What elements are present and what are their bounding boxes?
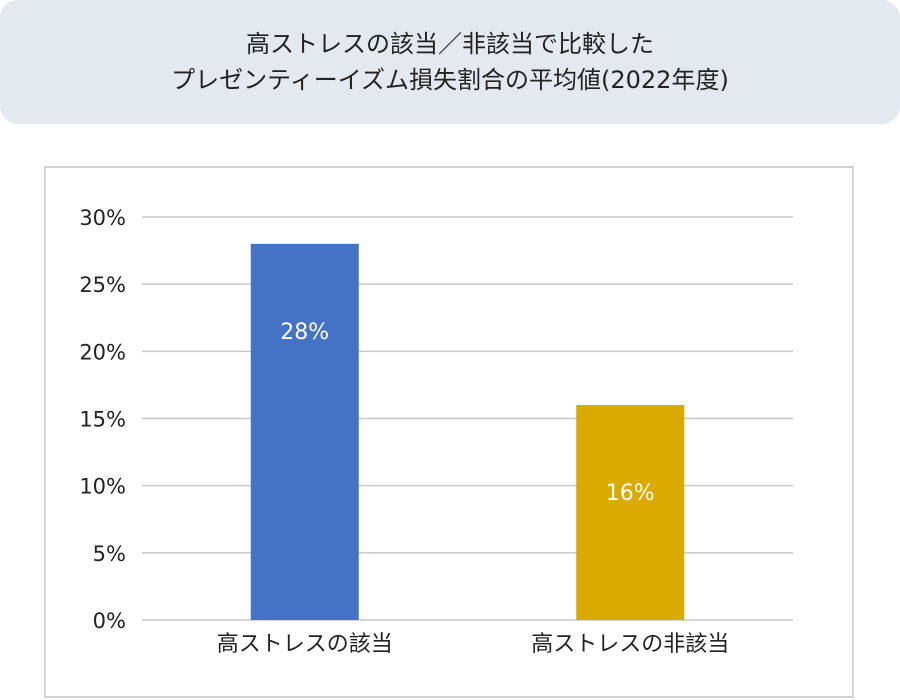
y-tick-label: 0% [93,609,126,633]
y-tick-label: 10% [79,475,126,499]
y-tick-label: 15% [79,408,126,432]
x-category-label: 高ストレスの該当 [217,632,393,657]
chart-title-line-1: 高ストレスの該当／非該当で比較した [246,30,654,58]
y-tick-label: 30% [79,206,126,230]
x-category-label: 高ストレスの非該当 [531,632,729,657]
chart-frame [44,166,854,698]
y-tick-label: 20% [79,340,126,364]
chart-title-box: 高ストレスの該当／非該当で比較した プレゼンティーイズム損失割合の平均値(202… [0,0,900,124]
bar-value-label: 28% [280,320,329,345]
y-tick-label: 25% [79,273,126,297]
bar-2 [576,405,685,620]
chart-title-line-2: プレゼンティーイズム損失割合の平均値(2022年度) [171,66,729,94]
bar-1 [250,243,359,620]
bar-value-label: 16% [606,481,655,506]
y-tick-label: 5% [93,542,126,566]
